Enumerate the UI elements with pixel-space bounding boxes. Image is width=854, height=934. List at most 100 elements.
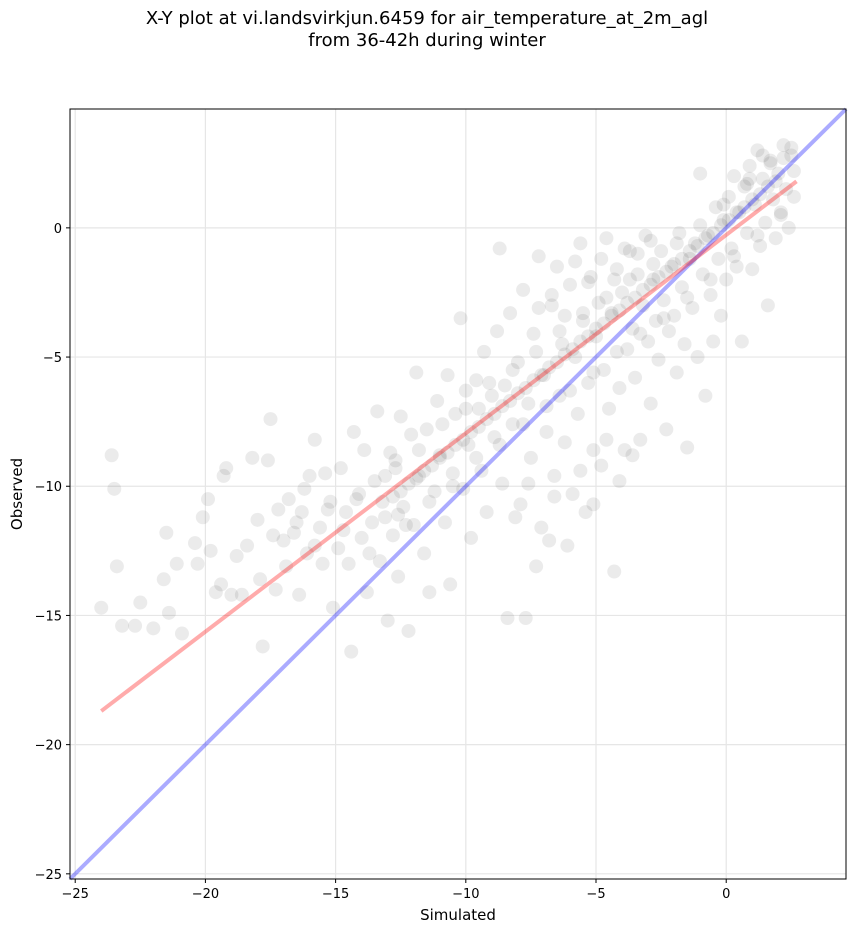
x-tick-label: −5 [586,887,605,902]
data-point [586,443,601,458]
data-point [279,559,294,574]
data-point [549,355,564,370]
data-point [714,308,729,323]
data-point [659,422,674,437]
data-point [721,189,736,204]
data-point [703,272,718,287]
data-point [526,326,541,341]
data-point [599,432,614,447]
data-point [456,432,471,447]
data-point [219,461,234,476]
data-point [445,466,460,481]
data-point [430,393,445,408]
data-point [276,533,291,548]
y-tick-label: −25 [35,868,62,883]
data-point [557,308,572,323]
data-point [750,228,765,243]
data-point [565,487,580,501]
y-axis-label: Observed [8,458,26,530]
data-point [307,432,322,447]
data-point [471,419,486,434]
data-point [174,626,189,641]
data-point [516,417,531,432]
data-point [245,450,260,465]
fit-line [68,107,848,881]
data-point [646,272,661,287]
data-point [529,344,544,359]
data-point [398,518,413,533]
data-point [599,231,614,246]
data-point [349,492,364,507]
data-point [547,468,562,483]
data-point [505,362,520,377]
data-point [641,334,656,349]
data-point [536,368,551,383]
data-point [424,458,439,473]
data-point [359,585,374,600]
data-point [94,600,109,615]
data-point [490,324,505,339]
data-point [234,587,249,602]
data-point [341,556,356,571]
data-point [518,611,533,626]
data-point [427,484,442,499]
fit-lines [68,107,848,881]
data-point [281,492,296,507]
data-point [187,536,202,551]
data-point [432,450,447,465]
data-point [443,577,458,592]
data-point [271,502,286,517]
data-point [680,440,695,455]
y-tick-label: −5 [43,351,62,366]
data-point [495,399,510,414]
data-point [352,487,367,501]
x-tick-label: 0 [722,887,730,902]
data-point [159,525,174,540]
data-point [458,383,473,398]
data-point [672,226,687,241]
data-point [479,505,494,520]
fit-line [100,179,798,713]
data-point [508,510,523,525]
data-point [643,233,658,248]
data-point [367,474,382,489]
data-point [266,528,281,543]
data-point [786,189,801,204]
chart-title: X-Y plot at vi.landsvirkjun.6459 for air… [0,8,854,52]
data-point [648,313,663,328]
data-point [315,556,330,571]
data-point [656,311,671,326]
chart-title-line1: X-Y plot at vi.landsvirkjun.6459 for air… [145,8,709,29]
data-point [682,251,697,266]
data-point [745,192,760,207]
data-point [776,138,791,153]
data-point [589,329,604,344]
data-point [542,533,557,548]
data-point [729,259,744,274]
data-point [716,213,731,228]
data-point [773,205,788,220]
data-point [779,182,794,197]
data-point [453,311,468,326]
data-point [474,463,489,478]
data-point [437,515,452,530]
data-point [201,492,216,507]
data-point [727,169,742,184]
y-tick-label: −20 [35,739,62,754]
data-point [732,205,747,220]
data-point [628,290,643,305]
data-point [401,476,416,491]
data-point [781,220,796,235]
data-point [737,200,752,215]
data-point [750,143,765,158]
data-point [286,525,301,540]
x-tick-label: −25 [61,887,88,902]
data-point [326,600,341,615]
data-point [609,262,624,277]
data-point [224,587,239,602]
data-point [716,197,731,212]
data-point [596,362,611,377]
data-point [680,290,695,305]
data-point [156,572,171,587]
data-point [161,605,176,620]
